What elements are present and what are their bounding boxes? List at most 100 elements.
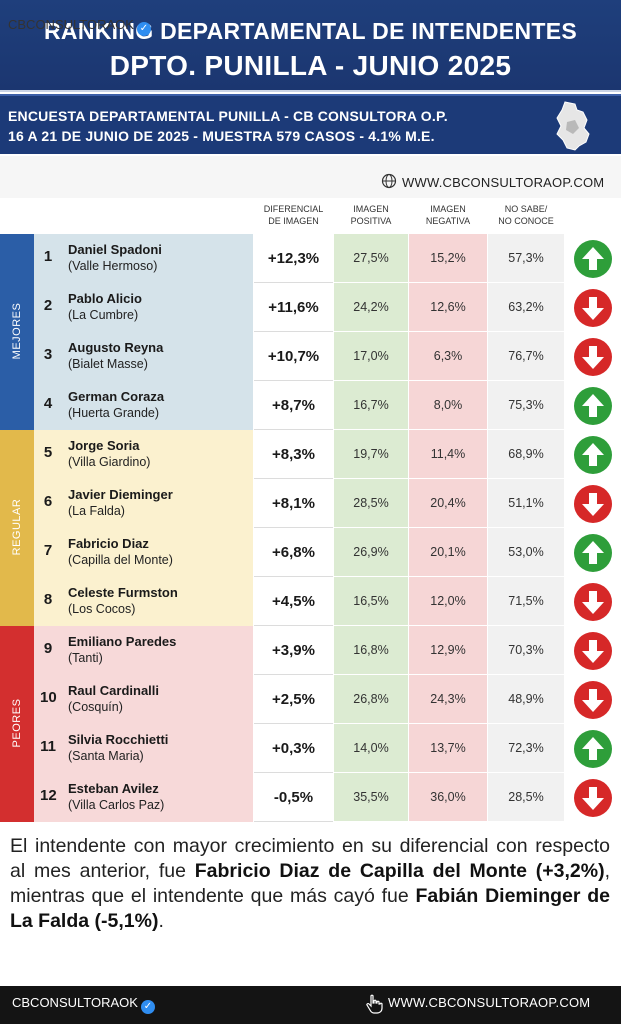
survey-info-banner: ENCUESTA DEPARTAMENTAL PUNILLA - CB CONS… (0, 94, 621, 154)
no-sabe-cell: 53,0% (488, 528, 564, 577)
imagen-negativa-cell: 13,7% (409, 724, 487, 773)
column-header-diferencial: DIFERENCIAL DE IMAGEN (254, 203, 333, 227)
mayor-name: Fabricio Diaz (68, 536, 149, 551)
footer-bar: CBCONSULTORAOK ✓ WWW.CBCONSULTORAOP.COM (0, 986, 621, 1024)
mayor-name: Celeste Furmston (68, 585, 178, 600)
table-row: 7 Fabricio Diaz (Capilla del Monte) +6,8% 26… (0, 528, 621, 577)
summary-part-2: , mientras que el intendente que más cay… (10, 860, 610, 907)
no-sabe-cell: 28,5% (488, 773, 564, 822)
no-sabe-cell: 75,3% (488, 381, 564, 430)
imagen-positiva-cell: 16,8% (334, 626, 408, 675)
mayor-name: German Coraza (68, 389, 165, 404)
imagen-negativa-cell: 8,0% (409, 381, 487, 430)
rank-number: 10 (40, 689, 57, 706)
department-map-icon (556, 101, 590, 151)
diferencial-cell: +6,8% (254, 528, 333, 577)
table-row: 10 Raul Cardinalli (Cosquín) +2,5% 26,8% 24,3… (0, 675, 621, 724)
mayor-town: (Huerta Grande) (68, 406, 160, 420)
trend-down-arrow-icon (574, 681, 612, 719)
column-header-neg-line-2: NEGATIVA (425, 216, 471, 226)
mayor-town: (Bialet Masse) (68, 357, 148, 371)
group-background-peores (0, 626, 253, 822)
rank-number: 2 (43, 297, 53, 314)
rank-number: 9 (43, 640, 53, 657)
mayor-town: (Tanti) (68, 651, 103, 665)
rank-number: 12 (40, 787, 57, 804)
table-row: 4 German Coraza (Huerta Grande) +8,7% 16,7% 8… (0, 381, 621, 430)
summary-text: El intendente con mayor crecimiento en s… (10, 834, 610, 934)
group-strip-mejores (0, 234, 34, 430)
column-header-diff-line-2: DE IMAGEN (268, 216, 319, 226)
rank-number: 11 (40, 738, 56, 755)
diferencial-cell: +2,5% (254, 675, 333, 724)
table-row: 6 Javier Dieminger (La Falda) +8,1% 28,5% 20,… (0, 479, 621, 528)
footer-handle[interactable]: CBCONSULTORAOK ✓ (12, 995, 155, 1014)
trend-down-arrow-icon (574, 583, 612, 621)
no-sabe-cell: 71,5% (488, 577, 564, 626)
column-header-ns-line-2: NO CONOCE (498, 216, 554, 226)
mayor-name: Jorge Soria (68, 438, 140, 453)
header-banner: RANKING DEPARTAMENTAL DE INTENDENTES DPT… (0, 0, 621, 92)
imagen-negativa-cell: 20,1% (409, 528, 487, 577)
group-strip-regular (0, 430, 34, 626)
table-row: 2 Pablo Alicio (La Cumbre) +11,6% 24,2% 12,6%… (0, 283, 621, 332)
diferencial-cell: +8,1% (254, 479, 333, 528)
verified-badge-icon: ✓ (136, 22, 151, 36)
imagen-positiva-cell: 14,0% (334, 724, 408, 773)
footer-handle-text: CBCONSULTORAOK (12, 995, 138, 1010)
mayor-name: Silvia Rocchietti (68, 732, 169, 747)
diferencial-cell: +12,3% (254, 234, 333, 283)
diferencial-cell: -0,5% (254, 773, 333, 822)
mayor-name: Daniel Spadoni (68, 242, 162, 257)
diferencial-cell: +4,5% (254, 577, 333, 626)
mayor-town: (Los Cocos) (68, 602, 136, 616)
mayor-name: Javier Dieminger (68, 487, 173, 502)
rank-number: 8 (43, 591, 53, 608)
survey-info-line-1: ENCUESTA DEPARTAMENTAL PUNILLA - CB CONS… (8, 108, 448, 124)
table-row: 5 Jorge Soria (Villa Giardino) +8,3% 19,7% 11… (0, 430, 621, 479)
no-sabe-cell: 57,3% (488, 234, 564, 283)
rank-number: 5 (43, 444, 53, 461)
trend-up-arrow-icon (574, 534, 612, 572)
no-sabe-cell: 51,1% (488, 479, 564, 528)
brand-bar (0, 156, 621, 198)
imagen-positiva-cell: 24,2% (334, 283, 408, 332)
imagen-positiva-cell: 27,5% (334, 234, 408, 283)
column-header-pos-line-2: POSITIVA (350, 216, 392, 226)
rank-number: 1 (43, 248, 53, 265)
trend-down-arrow-icon (574, 632, 612, 670)
table-row: 9 Emiliano Paredes (Tanti) +3,9% 16,8% 12,9% 7… (0, 626, 621, 675)
imagen-negativa-cell: 11,4% (409, 430, 487, 479)
group-background-mejores (0, 234, 253, 430)
trend-up-arrow-icon (574, 730, 612, 768)
table-row: 8 Celeste Furmston (Los Cocos) +4,5% 16,5% 12… (0, 577, 621, 626)
imagen-negativa-cell: 20,4% (409, 479, 487, 528)
brand-handle[interactable]: CBCONSULTORAOK ✓ (8, 17, 151, 36)
brand-website[interactable]: WWW.CBCONSULTORAOP.COM (402, 175, 605, 190)
no-sabe-cell: 76,7% (488, 332, 564, 381)
footer-website[interactable]: WWW.CBCONSULTORAOP.COM (388, 995, 591, 1010)
diferencial-cell: +8,3% (254, 430, 333, 479)
rank-number: 7 (43, 542, 53, 559)
column-header-negativa: IMAGEN NEGATIVA (409, 203, 487, 227)
rank-number: 3 (43, 346, 53, 363)
trend-up-arrow-icon (574, 436, 612, 474)
imagen-negativa-cell: 24,3% (409, 675, 487, 724)
summary-part-3: . (158, 910, 164, 932)
mayor-town: (Santa Maria) (68, 749, 144, 763)
imagen-negativa-cell: 12,0% (409, 577, 487, 626)
column-header-no-sabe: NO SABE/ NO CONOCE (488, 203, 564, 227)
rank-number: 6 (43, 493, 53, 510)
summary-highlight-growth: Fabricio Diaz de Capilla del Monte (+3,2… (194, 860, 605, 882)
trend-down-arrow-icon (574, 289, 612, 327)
diferencial-cell: +11,6% (254, 283, 333, 332)
imagen-negativa-cell: 6,3% (409, 332, 487, 381)
table-row: 3 Augusto Reyna (Bialet Masse) +10,7% 17,0% 6… (0, 332, 621, 381)
summary-highlight-drop: Fabián Dieminger de La Falda (-5,1%) (10, 885, 610, 932)
imagen-positiva-cell: 26,8% (334, 675, 408, 724)
imagen-positiva-cell: 17,0% (334, 332, 408, 381)
mayor-name: Emiliano Paredes (68, 634, 177, 649)
trend-up-arrow-icon (574, 240, 612, 278)
brand-handle-text: CBCONSULTORAOK (8, 17, 134, 32)
verified-badge-icon: ✓ (140, 1000, 155, 1014)
